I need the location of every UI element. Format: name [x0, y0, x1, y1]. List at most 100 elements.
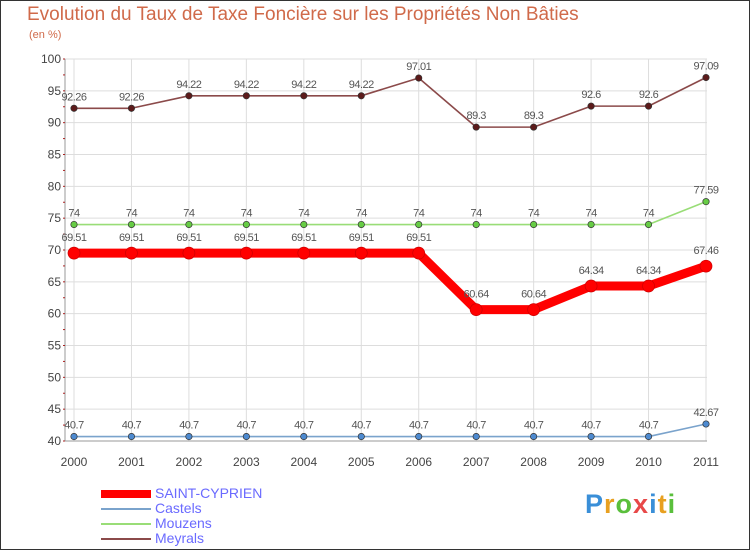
data-label: 40.7	[639, 420, 659, 432]
data-label: 69.51	[119, 232, 144, 244]
data-point	[185, 92, 193, 100]
legend-entry: Castels	[101, 500, 361, 516]
y-tick-label: 85	[48, 148, 62, 162]
logo-letter: t	[657, 489, 668, 519]
y-tick-label: 80	[48, 179, 62, 193]
data-point	[699, 259, 713, 273]
data-point	[127, 432, 136, 441]
x-tick-label: 2008	[520, 455, 547, 469]
legend-label: Castels	[155, 500, 202, 516]
data-label: 74	[126, 208, 138, 220]
data-label: 74	[183, 208, 195, 220]
logo-letter: x	[633, 489, 650, 519]
data-label: 40.7	[581, 420, 601, 432]
data-point	[527, 303, 540, 316]
data-label: 74	[528, 208, 540, 220]
data-label: 40.7	[179, 420, 199, 432]
data-point	[127, 220, 136, 229]
data-label: 94.22	[176, 79, 201, 91]
data-point	[472, 432, 480, 441]
x-tick-label: 2010	[635, 455, 662, 469]
data-label: 92.6	[581, 89, 601, 101]
data-point	[242, 220, 250, 229]
logo-letter: i	[649, 489, 658, 519]
data-label: 60.64	[521, 289, 546, 301]
x-tick-label: 2005	[348, 455, 375, 469]
logo-letter: r	[604, 489, 616, 519]
x-tick-label: 2001	[118, 455, 145, 469]
data-point	[354, 246, 368, 260]
data-point	[644, 102, 653, 110]
data-label: 40.7	[524, 420, 544, 432]
data-point	[587, 220, 595, 229]
y-tick-label: 55	[48, 339, 62, 353]
y-tick-label: 90	[48, 116, 62, 130]
data-label: 69.51	[406, 232, 431, 244]
data-label: 74	[643, 208, 655, 220]
y-tick-label: 100	[41, 52, 61, 66]
data-point	[357, 92, 365, 100]
data-label: 69.51	[291, 232, 316, 244]
data-point	[127, 104, 136, 112]
series-line	[73, 423, 707, 438]
y-tick-label: 70	[48, 243, 62, 257]
data-point	[644, 432, 653, 441]
data-point	[472, 220, 480, 229]
data-label: 74	[356, 208, 368, 220]
logo-letter: o	[615, 489, 634, 519]
data-point	[469, 303, 483, 316]
data-label: 74	[471, 208, 483, 220]
x-tick-label: 2004	[290, 455, 317, 469]
data-label: 94.22	[291, 79, 316, 91]
data-label: 69.51	[234, 232, 259, 244]
legend-swatch	[101, 523, 151, 525]
series-line	[73, 200, 707, 226]
x-tick-label: 2000	[61, 455, 88, 469]
legend-swatch	[101, 490, 151, 498]
data-point	[472, 123, 480, 131]
data-label: 89.3	[466, 110, 486, 122]
legend-label: Meyrals	[155, 530, 205, 546]
data-label: 40.7	[237, 420, 257, 432]
data-label: 42.67	[693, 407, 718, 419]
data-point	[240, 246, 253, 260]
legend-entry: Meyrals	[101, 530, 361, 546]
series-line	[69, 248, 711, 315]
legend-swatch	[101, 538, 151, 540]
data-label: 89.3	[524, 110, 544, 122]
data-point	[300, 220, 308, 229]
data-label: 40.7	[64, 420, 84, 432]
data-point	[357, 432, 365, 441]
data-label: 40.7	[409, 420, 429, 432]
data-label: 97.01	[406, 61, 431, 73]
data-point	[415, 432, 423, 441]
y-tick-label: 60	[48, 307, 62, 321]
data-label: 74	[585, 208, 597, 220]
data-label: 69.51	[61, 232, 86, 244]
data-point	[70, 104, 78, 112]
data-point	[300, 92, 308, 100]
data-point	[70, 220, 78, 229]
legend-entry: SAINT-CYPRIEN	[101, 485, 361, 501]
data-point	[185, 432, 193, 441]
data-label: 92.26	[119, 91, 144, 103]
data-label: 64.34	[579, 265, 604, 277]
y-tick-label: 45	[48, 402, 62, 416]
data-point	[702, 198, 710, 206]
data-point	[412, 246, 426, 260]
chart-unit-label: (en %)	[29, 29, 62, 41]
data-label: 40.7	[466, 420, 486, 432]
legend-label: SAINT-CYPRIEN	[155, 485, 263, 501]
data-point	[702, 420, 710, 428]
y-tick-label: 75	[48, 211, 62, 225]
data-label: 74	[68, 208, 80, 220]
data-point	[67, 246, 81, 260]
y-tick-label: 95	[48, 84, 62, 98]
data-point	[185, 220, 193, 229]
x-tick-label: 2006	[405, 455, 432, 469]
logo-letter: i	[667, 489, 677, 519]
data-point	[644, 220, 653, 229]
data-point	[357, 220, 365, 229]
legend-entry: Mouzens	[101, 515, 361, 531]
chart-title: Evolution du Taux de Taxe Foncière sur l…	[27, 4, 579, 25]
